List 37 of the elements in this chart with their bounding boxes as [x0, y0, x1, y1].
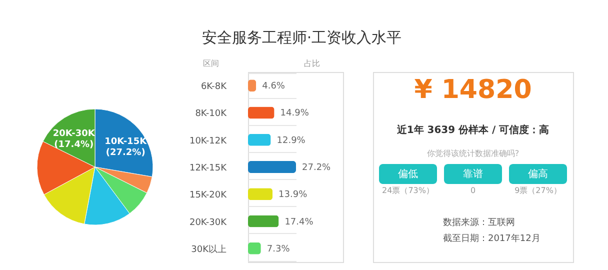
bar: [248, 215, 279, 228]
data-label: 12.9%: [276, 136, 306, 146]
y-tick-label: 20K-30K: [189, 218, 228, 228]
text: 安全服务工程师·工资收入水平: [202, 28, 402, 46]
slice-label: 10K-15K: [104, 137, 148, 148]
text: 你觉得该统计数据准确吗?: [426, 149, 520, 158]
data-label: 17.4%: [284, 217, 314, 228]
bar: [248, 106, 274, 119]
text: 0: [470, 186, 476, 195]
text: 24票（73%）: [382, 186, 434, 195]
text: ¥ 14820: [414, 75, 532, 105]
data-label: (17.4%): [54, 140, 94, 150]
bar: [248, 161, 296, 173]
x-axis-title: 占比: [304, 59, 320, 68]
text: 9票（27%）: [514, 186, 562, 195]
text: 近1年 3639 份样本 / 可信度：高: [396, 124, 550, 136]
bar: [248, 134, 271, 146]
text: 偏低: [398, 168, 418, 180]
text: 靠谱: [463, 168, 483, 180]
data-label: 14.9%: [280, 108, 310, 119]
y-tick-label: 12K-15K: [189, 164, 228, 174]
data-label: 4.6%: [262, 82, 286, 92]
y-tick-label: 6K-8K: [200, 82, 228, 92]
data-label: 13.9%: [278, 190, 308, 200]
slice-label: 20K-30K: [52, 129, 96, 140]
y-tick-label: 8K-10K: [195, 109, 228, 120]
data-label: 27.2%: [302, 163, 332, 173]
y-tick-label: 30K以上: [191, 244, 226, 255]
text: 截至日期：2017年12月: [443, 233, 540, 244]
y-tick-label: 15K-20K: [189, 190, 228, 201]
text: 偏高: [528, 168, 548, 180]
source-note: 数据来源：互联网: [443, 217, 515, 228]
y-axis-title: 区间: [203, 59, 219, 68]
bar: [248, 188, 273, 200]
data-label: 7.3%: [266, 244, 290, 254]
y-tick-label: 10K-12K: [189, 136, 228, 146]
data-label: (27.2%): [106, 148, 146, 158]
